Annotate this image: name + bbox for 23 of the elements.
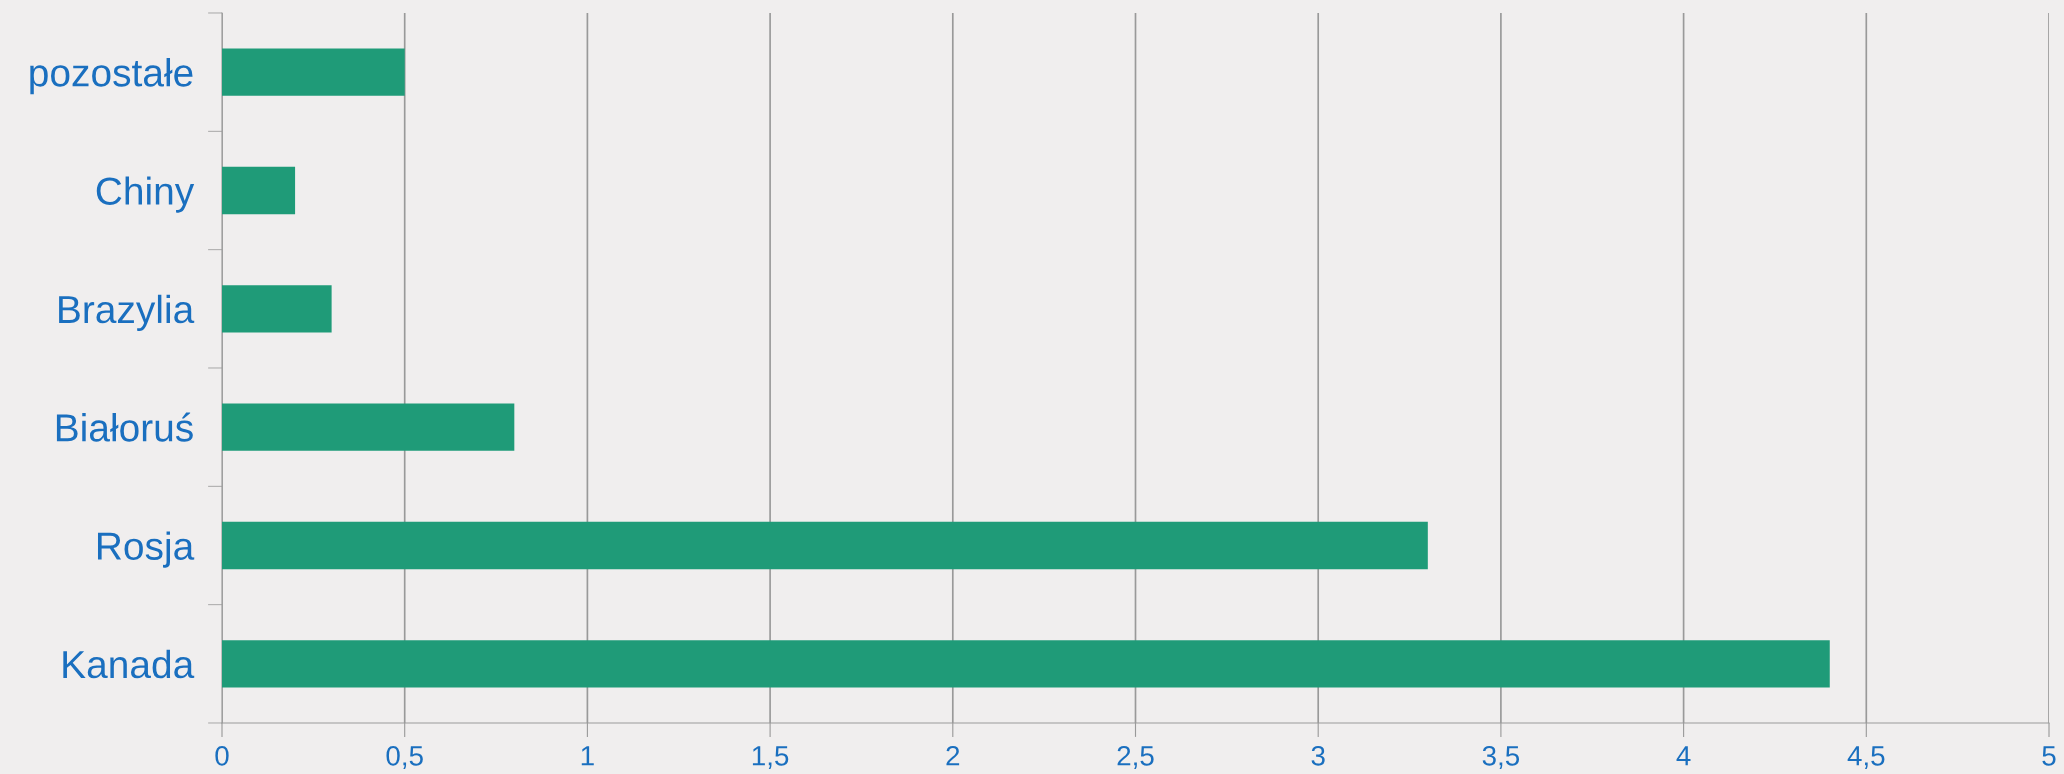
x-tick-label: 3 <box>1311 745 1325 766</box>
x-tick-label: 2,5 <box>1117 745 1154 769</box>
bar <box>222 166 296 215</box>
y-tick-label: Kanada <box>63 649 195 679</box>
bar <box>222 521 1428 570</box>
y-tick-label: Białoruś <box>56 412 193 442</box>
y-tick-label: Brazylia <box>59 294 195 331</box>
bar <box>222 285 332 333</box>
x-tick-label: 3,5 <box>1482 745 1520 769</box>
bar <box>222 403 515 451</box>
bar <box>222 48 405 96</box>
x-tick-label: 2 <box>946 745 960 766</box>
bar <box>222 640 1830 688</box>
x-tick-label: 0 <box>215 745 229 766</box>
y-tick-label: Rosja <box>97 531 195 568</box>
y-tick-label: pozostałe <box>30 58 193 95</box>
x-tick-label: 5 <box>2042 746 2056 766</box>
x-tick-label: 0,5 <box>386 745 423 769</box>
x-tick-label: 1,5 <box>752 746 789 769</box>
x-tick-label: 4 <box>1676 746 1691 766</box>
x-tick-label: 1 <box>581 746 594 766</box>
x-tick-label: 4,5 <box>1847 746 1885 769</box>
y-tick-label: Chiny <box>96 176 195 213</box>
